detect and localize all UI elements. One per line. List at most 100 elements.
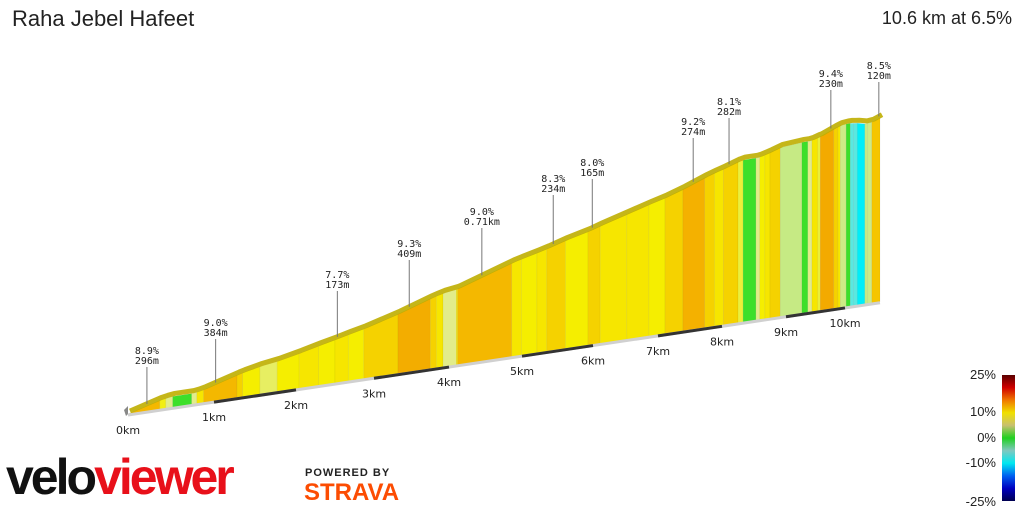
gradient-segment [779, 142, 803, 317]
annotation-length: 409m [397, 249, 421, 260]
annotation-gradient: 9.0% [470, 207, 494, 218]
segment-annotation: 8.0%165m [580, 158, 604, 228]
gradient-segment [511, 258, 522, 358]
segment-annotation: 9.2%274m [681, 117, 705, 182]
profile-start-cap [124, 406, 128, 416]
x-tick-label: 9km [774, 326, 798, 339]
gradient-segment [764, 152, 771, 320]
gradient-segment [871, 117, 881, 304]
annotation-length: 230m [819, 79, 843, 90]
gradient-segment [853, 122, 858, 306]
profile-top-surface [129, 112, 884, 414]
segment-annotation: 7.7%173m [325, 270, 349, 337]
annotation-gradient: 7.7% [325, 270, 349, 281]
x-tick-label: 6km [581, 355, 605, 368]
segment-annotation: 8.9%296m [135, 346, 159, 404]
annotation-length: 296m [135, 356, 159, 367]
km-band [785, 306, 846, 319]
km-band [373, 365, 450, 380]
segment-annotation: 9.0%384m [204, 318, 228, 383]
segment-annotation: 9.4%230m [819, 69, 843, 129]
segment-annotation: 8.1%282m [717, 97, 741, 165]
annotation-length: 282m [717, 107, 741, 118]
annotation-length: 274m [681, 127, 705, 138]
annotation-length: 234m [541, 184, 565, 195]
gradient-segment [318, 339, 336, 386]
segment-annotation: 8.5%120m [867, 61, 891, 117]
gradient-segment [565, 231, 589, 350]
gradient-segment [442, 289, 457, 368]
gradient-segment [520, 252, 538, 356]
gradient-segment [837, 125, 841, 309]
gradient-segment [759, 154, 766, 321]
strava-logo[interactable]: STRAVA [304, 479, 400, 506]
legend-label-minus-10: -10% [965, 455, 996, 470]
x-tick-label: 5km [510, 365, 534, 378]
legend-label-minus-25: -25% [965, 494, 996, 509]
powered-by-label: POWERED BY [305, 467, 391, 479]
gradient-segment [429, 295, 437, 370]
gradient-segment [714, 168, 724, 327]
legend-label-10: 10% [969, 404, 996, 419]
gradient-segment [839, 123, 847, 309]
segment-annotation: 8.3%234m [541, 174, 565, 244]
gradient-segment [347, 328, 365, 382]
legend-label-0: 0% [977, 430, 996, 445]
annotation-length: 384m [204, 328, 228, 339]
segment-annotation: 9.0%0.71km [464, 207, 500, 276]
veloviewer-logo[interactable]: veloviewer [6, 449, 235, 505]
gradient-segment [867, 121, 873, 304]
annotation-gradient: 9.2% [681, 117, 705, 128]
annotation-gradient: 9.3% [397, 239, 421, 250]
gradient-segment [599, 213, 628, 344]
gradient-segment [536, 248, 548, 354]
x-tick-label: 4km [437, 376, 461, 389]
gradient-segment [722, 161, 739, 326]
gradient-segment [755, 156, 761, 321]
x-tick-label: 0km [116, 424, 140, 437]
gradient-segment [833, 126, 839, 309]
gradient-segment [648, 197, 666, 337]
gradient-segment [769, 147, 781, 319]
gradient-segment [737, 159, 744, 324]
annotation-length: 120m [867, 71, 891, 82]
gradient-segment [435, 292, 444, 369]
gradient-segment [845, 123, 851, 308]
annotation-gradient: 9.0% [204, 318, 228, 329]
annotation-gradient: 8.5% [867, 61, 891, 72]
climb-summary: 10.6 km at 6.5% [881, 8, 1012, 28]
km-band [521, 344, 594, 358]
x-tick-label: 1km [202, 411, 226, 424]
gradient-segment [259, 361, 278, 395]
km-band [213, 388, 297, 404]
gradient-segment [682, 177, 706, 332]
gradient-color-legend [1002, 375, 1015, 501]
gradient-segment [626, 204, 650, 340]
x-tick-label: 2km [284, 399, 308, 412]
climb-title: Raha Jebel Hafeet [12, 6, 195, 31]
gradient-segment [864, 122, 869, 305]
annotation-gradient: 8.0% [580, 158, 604, 169]
gradient-segment [742, 157, 757, 323]
gradient-segment [546, 240, 566, 352]
annotation-length: 0.71km [464, 217, 500, 228]
annotation-gradient: 8.1% [717, 97, 741, 108]
annotation-length: 165m [580, 168, 604, 179]
gradient-segment [801, 141, 809, 314]
segment-annotation: 9.3%409m [397, 239, 421, 307]
gradient-segment [856, 122, 866, 306]
x-tick-label: 7km [646, 345, 670, 358]
gradient-segment [704, 172, 715, 329]
annotation-gradient: 8.3% [541, 174, 565, 185]
gradient-segment [819, 128, 835, 311]
annotation-gradient: 9.4% [819, 69, 843, 80]
legend-label-25: 25% [969, 367, 996, 382]
x-tick-label: 3km [362, 387, 386, 400]
gradient-segment [457, 262, 513, 366]
gradient-segment [587, 225, 601, 346]
x-tick-label: 10km [829, 317, 860, 330]
annotation-gradient: 8.9% [135, 346, 159, 357]
gradient-segment [334, 334, 349, 384]
gradient-segment [817, 136, 821, 312]
